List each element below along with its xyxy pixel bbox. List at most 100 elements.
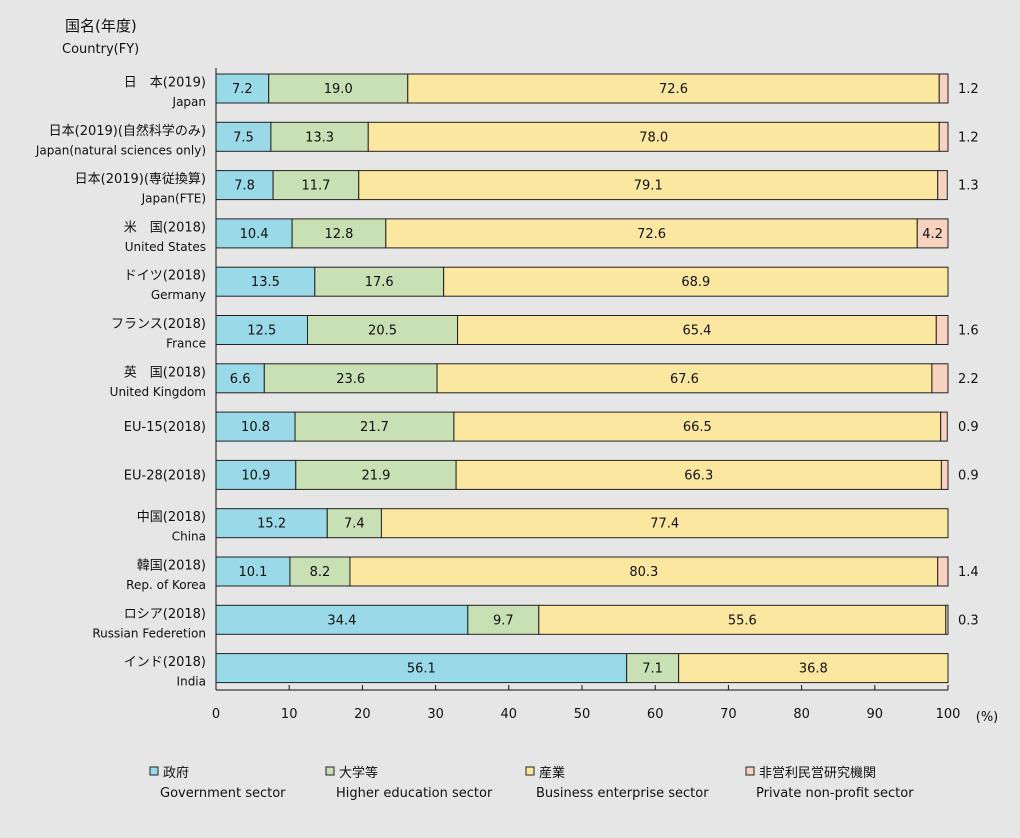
data-label: 66.3 <box>684 468 713 483</box>
data-label: 1.2 <box>958 130 979 145</box>
x-tick-label: 10 <box>281 707 298 722</box>
bar-segment <box>272 170 360 201</box>
category-label-jp: フランス(2018) <box>111 317 206 332</box>
bar-row: 15.2 7.4 77.4 <box>215 508 949 539</box>
data-label: 77.4 <box>650 517 679 532</box>
bar-segment <box>916 218 949 249</box>
x-tick-label: 20 <box>354 707 371 722</box>
data-label: 1.6 <box>958 324 979 339</box>
bar-segment <box>215 411 296 442</box>
data-label: 0.3 <box>958 613 979 628</box>
data-label: 17.6 <box>365 275 394 290</box>
category-label-jp: EU-28(2018) <box>124 468 206 483</box>
data-label: 78.0 <box>639 130 668 145</box>
category-label-en: Russian Federetion <box>92 626 206 640</box>
bar-segment <box>940 459 949 490</box>
data-label: 13.5 <box>251 275 280 290</box>
data-label: 7.1 <box>642 662 663 677</box>
category-label-en: Japan <box>172 95 206 109</box>
bar-segment <box>457 315 937 345</box>
bar-segment <box>678 653 949 684</box>
legend-swatch <box>325 766 335 776</box>
data-label: 7.4 <box>344 517 365 532</box>
bar-segment <box>938 73 949 104</box>
legend-swatch <box>745 766 755 776</box>
x-tick-label: 70 <box>720 707 737 722</box>
bar-segment <box>307 315 459 345</box>
x-axis <box>215 68 949 691</box>
category-label-jp: EU-15(2018) <box>124 420 206 435</box>
data-label: 9.7 <box>493 613 514 628</box>
bar-segment <box>937 556 949 587</box>
data-label: 1.4 <box>958 565 979 580</box>
bar-row: 7.8 11.7 79.1 1.3 <box>215 170 979 201</box>
x-unit-label: (%) <box>976 710 999 725</box>
data-label: 4.2 <box>922 227 943 242</box>
bar-segment <box>938 121 949 152</box>
category-label-jp: 韓国(2018) <box>137 559 206 574</box>
data-label: 55.6 <box>728 613 757 628</box>
data-label: 0.9 <box>958 420 979 435</box>
bar-segment <box>358 170 939 201</box>
bar-segment <box>443 266 949 297</box>
bar-row: 6.6 23.6 67.6 2.2 <box>215 363 979 394</box>
bar-segment <box>407 73 940 104</box>
bar-segment <box>349 556 939 587</box>
data-label: 13.3 <box>305 130 334 145</box>
data-label: 10.8 <box>241 420 270 435</box>
header-label-en: Country(FY) <box>62 42 139 57</box>
data-label: 72.6 <box>659 82 688 97</box>
bar-segment <box>367 121 940 152</box>
category-label-en: United Kingdom <box>110 385 206 399</box>
category-label-jp: インド(2018) <box>124 655 206 670</box>
bar-segment <box>455 459 942 490</box>
category-label-jp: 中国(2018) <box>137 510 206 525</box>
bar-row: 10.9 21.9 66.3 0.9 <box>215 459 979 490</box>
bar-segment <box>937 170 948 201</box>
data-label: 15.2 <box>257 517 286 532</box>
bar-row: 13.5 17.6 68.9 <box>215 266 949 297</box>
legend-label-en: Private non-profit sector <box>756 786 914 801</box>
x-tick-label: 60 <box>647 707 664 722</box>
bar-segment <box>453 411 942 442</box>
bar-row: 56.1 7.1 36.8 <box>215 653 949 684</box>
x-tick-labels: 0 10 20 30 40 50 60 70 80 90 100 <box>212 707 961 722</box>
bar-segment <box>215 218 293 249</box>
x-tick-label: 50 <box>574 707 591 722</box>
data-label: 20.5 <box>368 324 397 339</box>
bar-segment <box>935 315 949 345</box>
x-tick-label: 100 <box>936 707 961 722</box>
legend-label-en: Higher education sector <box>336 786 493 801</box>
category-label-en: Germany <box>151 288 206 302</box>
data-label: 56.1 <box>407 662 436 677</box>
category-label-jp: ドイツ(2018) <box>124 269 206 284</box>
header-label-jp: 国名(年度) <box>65 17 137 35</box>
category-label-jp: 米 国(2018) <box>124 220 206 235</box>
bar-segment <box>263 363 438 394</box>
bar-segment <box>467 604 540 635</box>
legend-label-en: Government sector <box>160 786 286 801</box>
category-label-jp: 日本(2019)(専従換算) <box>75 172 206 187</box>
category-label-en: Japan(FTE) <box>141 192 206 206</box>
category-label-en: Japan(natural sciences only) <box>35 143 206 157</box>
legend-label-jp: 大学等 <box>339 765 378 781</box>
bar-segment <box>385 218 918 249</box>
data-label: 12.5 <box>247 324 276 339</box>
x-tick-label: 0 <box>212 707 220 722</box>
data-label: 10.9 <box>241 468 270 483</box>
data-label: 21.9 <box>361 468 390 483</box>
x-tick-label: 40 <box>501 707 518 722</box>
data-label: 80.3 <box>629 565 658 580</box>
data-label: 7.8 <box>234 179 255 194</box>
data-label: 11.7 <box>301 179 330 194</box>
data-label: 34.4 <box>327 613 356 628</box>
bar-segment <box>380 508 949 539</box>
data-label: 6.6 <box>230 372 251 387</box>
category-label-jp: 日 本(2019) <box>124 76 206 91</box>
bars-layer: 7.2 19.0 72.6 1.2 7.5 13.3 78.0 1.2 7.8 11.7 79.1 1… <box>215 73 979 684</box>
legend: 政府 Government sector 大学等 Higher education s… <box>149 765 914 801</box>
bar-row: 12.5 20.5 65.4 1.6 <box>215 315 979 345</box>
bar-row: 34.4 9.7 55.6 0.3 <box>215 604 979 635</box>
bar-segment <box>940 411 948 442</box>
data-label: 7.2 <box>232 82 253 97</box>
